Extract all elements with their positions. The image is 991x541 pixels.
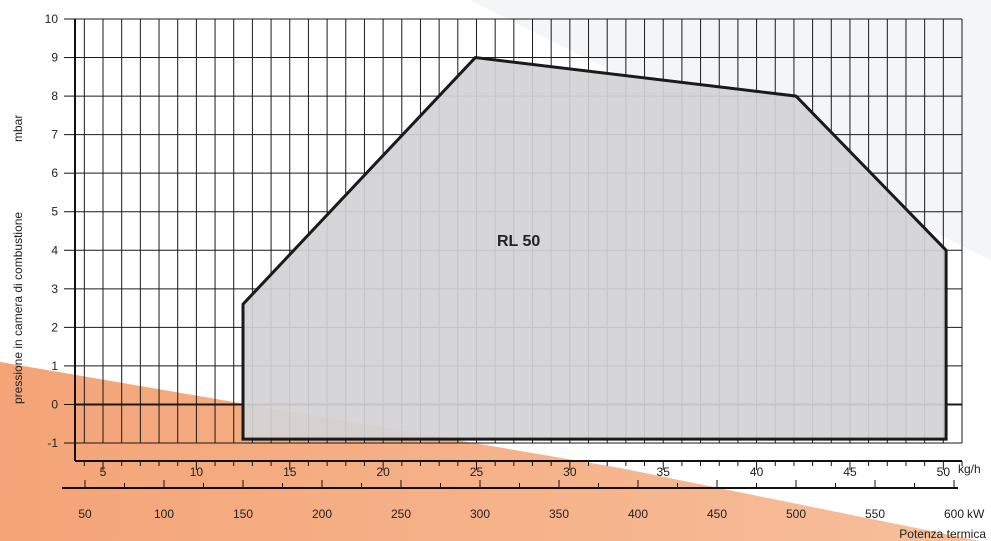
- kgh-tick-label: 10: [190, 465, 204, 479]
- y-tick-label: -1: [47, 436, 58, 450]
- kw-tick-label: 500: [786, 507, 806, 521]
- y-tick-label: 0: [51, 397, 58, 411]
- y-tick-label: 10: [45, 12, 59, 26]
- region-label: RL 50: [497, 233, 540, 250]
- kw-tick-label: 400: [628, 507, 648, 521]
- kgh-tick-label: 25: [470, 465, 484, 479]
- kw-unit-label: kW: [967, 507, 985, 521]
- operating-region: [241, 55, 948, 441]
- kw-tick-label: 350: [549, 507, 569, 521]
- y-tick-label: 9: [51, 51, 58, 65]
- kgh-tick-label: 45: [843, 465, 857, 479]
- kgh-tick-label: 5: [100, 465, 107, 479]
- axes: [62, 19, 962, 489]
- y-axis-label: pressione in camera di combustione: [11, 212, 25, 404]
- kw-tick-label: 50: [78, 507, 92, 521]
- kw-tick-label: 100: [154, 507, 174, 521]
- y-tick-label: 7: [51, 128, 58, 142]
- kw-tick-label: 300: [470, 507, 490, 521]
- y-tick-label: 5: [51, 205, 58, 219]
- y-tick-label: 4: [51, 243, 58, 257]
- kgh-unit-label: kg/h: [958, 462, 981, 476]
- operating-range-area: [241, 55, 948, 441]
- kgh-tick-label: 50: [937, 465, 951, 479]
- kgh-tick-label: 15: [283, 465, 297, 479]
- kgh-tick-label: 40: [750, 465, 764, 479]
- y-tick-label: 6: [51, 166, 58, 180]
- y-tick-label: 3: [51, 282, 58, 296]
- y-tick-label: 8: [51, 89, 58, 103]
- kw-axis: 50 100 150 200 250 300 350 400 450 500 550 600: [78, 480, 964, 521]
- y-tick-label: 1: [51, 359, 58, 373]
- kgh-tick-label: 35: [657, 465, 671, 479]
- kgh-tick-label: 20: [376, 465, 390, 479]
- kw-tick-label: 200: [312, 507, 332, 521]
- y-axis-unit: mbar: [11, 115, 25, 142]
- kw-tick-label: 550: [865, 507, 885, 521]
- kw-tick-label: 150: [233, 507, 253, 521]
- y-tick-label: 2: [51, 320, 58, 334]
- kw-tick-label: 250: [391, 507, 411, 521]
- kgh-tick-label: 30: [563, 465, 577, 479]
- x-axis-label: Potenza termica: [899, 527, 986, 541]
- kw-tick-label: 600: [944, 507, 964, 521]
- kw-tick-label: 450: [707, 507, 727, 521]
- kgh-axis: 5 10 15 20 25 30 35 40 45 50: [83, 461, 963, 479]
